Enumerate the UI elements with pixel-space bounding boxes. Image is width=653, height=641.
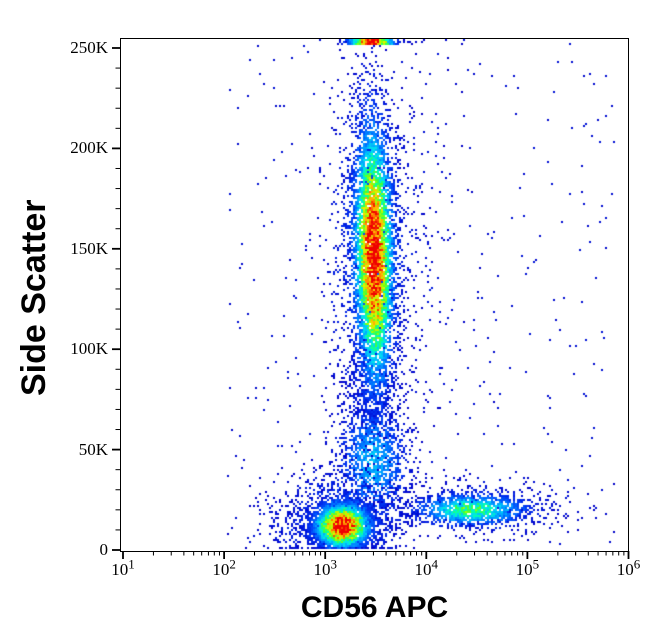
- x-tick-label: 103: [313, 556, 337, 579]
- y-axis-title: Side Scatter: [15, 199, 53, 397]
- y-tick-label: 100K: [70, 339, 108, 359]
- y-tick-label: 200K: [70, 138, 108, 158]
- x-tick-label: 105: [515, 556, 540, 579]
- x-tick-label: 102: [212, 556, 236, 579]
- y-tick-label: 0: [99, 540, 109, 559]
- plot-area: [120, 38, 629, 552]
- x-axis-title: CD56 APC: [300, 591, 449, 624]
- y-tick-label: 150K: [70, 238, 108, 258]
- x-tick-label: 104: [414, 556, 439, 579]
- x-tick-label: 101: [111, 556, 135, 579]
- y-tick-label: 50K: [78, 439, 108, 459]
- density-plot-canvas: [121, 39, 628, 551]
- y-tick-label: 250K: [70, 38, 108, 57]
- x-tick-label: 106: [616, 556, 641, 579]
